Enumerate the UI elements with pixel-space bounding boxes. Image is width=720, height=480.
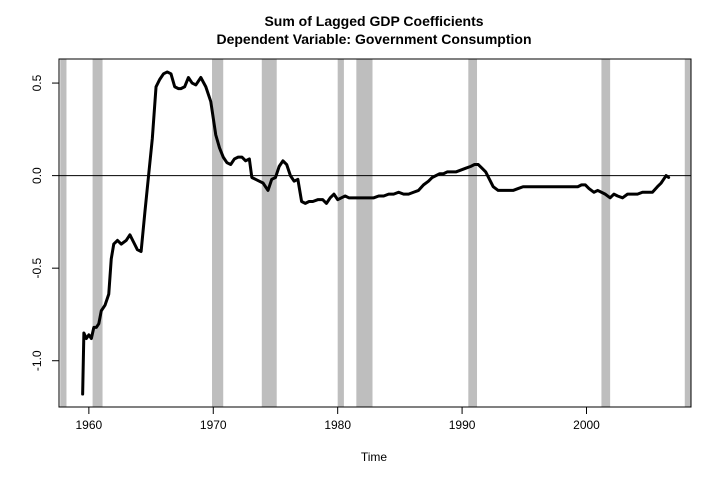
y-tick-label: -1.0 xyxy=(30,350,44,371)
x-tick-label: 1960 xyxy=(76,418,103,432)
y-tick-label: 0.5 xyxy=(30,74,44,91)
series-line xyxy=(81,70,671,396)
recession-shading-group xyxy=(60,59,691,407)
y-tick-label: 0.0 xyxy=(30,167,44,184)
x-tick-label: 1990 xyxy=(449,418,476,432)
recession-band xyxy=(356,59,373,407)
recession-band xyxy=(337,59,344,407)
x-axis-label: Time xyxy=(361,450,388,464)
plot-frame xyxy=(58,58,692,408)
recession-band xyxy=(601,59,611,407)
recession-band xyxy=(684,59,691,407)
axes-group: 1960 1970 1980 1990 2000 -1.0 -0.5 0.0 0.5 xyxy=(30,74,600,432)
recession-band xyxy=(468,59,478,407)
chart-subtitle: Dependent Variable: Government Consumpti… xyxy=(216,31,531,47)
chart-title: Sum of Lagged GDP Coefficients xyxy=(264,13,483,29)
recession-band xyxy=(212,59,224,407)
recession-band xyxy=(60,59,67,407)
x-tick-label: 1980 xyxy=(324,418,351,432)
recession-band xyxy=(261,59,277,407)
y-tick-label: -0.5 xyxy=(30,258,44,279)
recession-band xyxy=(92,59,103,407)
x-tick-label: 2000 xyxy=(573,418,600,432)
x-tick-label: 1970 xyxy=(200,418,227,432)
